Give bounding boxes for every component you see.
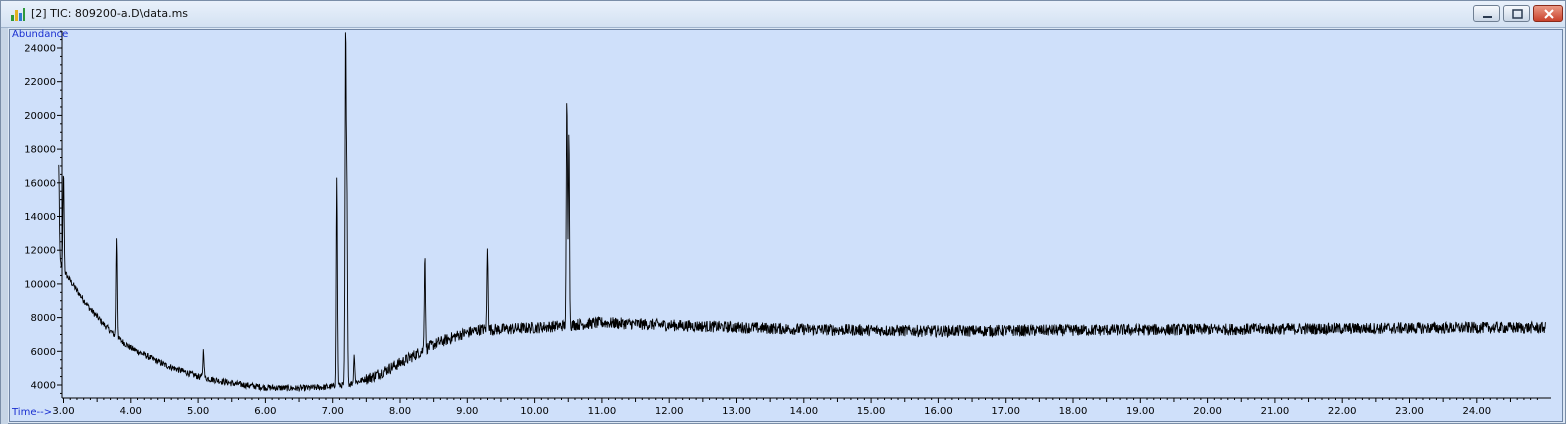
y-tick-label-3: 10000 (24, 279, 56, 290)
y-tick-label-4: 12000 (24, 246, 56, 257)
plot-area[interactable] (9, 29, 1563, 422)
x-tick-label-5: 8.00 (389, 406, 411, 417)
y-tick-label-9: 22000 (24, 77, 56, 88)
y-tick-label-1: 6000 (31, 347, 56, 358)
close-icon (1544, 9, 1554, 19)
x-tick-label-17: 20.00 (1193, 406, 1222, 417)
x-tick-label-21: 24.00 (1462, 406, 1491, 417)
y-tick-label-7: 18000 (24, 145, 56, 156)
chart-axes: 4000 6000 8000 10000 12000 14000 16000 18000 200… (24, 30, 1551, 417)
x-tick-label-13: 16.00 (924, 406, 953, 417)
x-tick-label-19: 22.00 (1328, 406, 1357, 417)
chart-trace (58, 32, 1546, 392)
y-tick-label-0: 4000 (31, 381, 56, 392)
close-button[interactable] (1533, 5, 1563, 22)
x-tick-label-3: 6.00 (254, 406, 276, 417)
x-tick-label-6: 9.00 (456, 406, 478, 417)
minimize-button[interactable] (1473, 5, 1500, 22)
y-tick-label-2: 8000 (31, 313, 56, 324)
x-tick-label-16: 19.00 (1126, 406, 1155, 417)
x-tick-label-8: 11.00 (588, 406, 617, 417)
x-tick-label-9: 12.00 (655, 406, 684, 417)
x-tick-label-15: 18.00 (1059, 406, 1088, 417)
x-tick-label-14: 17.00 (991, 406, 1020, 417)
y-tick-label-6: 16000 (24, 178, 56, 189)
window-title: [2] TIC: 809200-a.D\data.ms (31, 7, 189, 20)
x-tick-label-11: 14.00 (789, 406, 818, 417)
minimize-icon (1483, 16, 1492, 18)
tic-trace-line (58, 32, 1546, 392)
x-axis-title: Time--> (11, 407, 52, 418)
x-tick-label-4: 7.00 (322, 406, 344, 417)
x-tick-label-7: 10.00 (520, 406, 549, 417)
x-tick-label-12: 15.00 (857, 406, 886, 417)
y-axis-title: Abundance (12, 29, 68, 40)
x-tick-label-20: 23.00 (1395, 406, 1424, 417)
x-tick-label-2: 5.00 (187, 406, 209, 417)
window-left-edge (1, 28, 8, 424)
maximize-button[interactable] (1503, 5, 1530, 22)
x-tick-label-10: 13.00 (722, 406, 751, 417)
chromatogram-app-icon (11, 8, 25, 21)
y-tick-label-5: 14000 (24, 212, 56, 223)
y-tick-label-10: 24000 (24, 44, 56, 55)
x-tick-label-0: 3.00 (52, 406, 74, 417)
y-tick-label-8: 20000 (24, 111, 56, 122)
x-tick-label-18: 21.00 (1261, 406, 1290, 417)
x-tick-label-1: 4.00 (120, 406, 142, 417)
window-titlebar[interactable]: [2] TIC: 809200-a.D\data.ms (1, 1, 1565, 28)
maximize-icon (1512, 9, 1523, 19)
